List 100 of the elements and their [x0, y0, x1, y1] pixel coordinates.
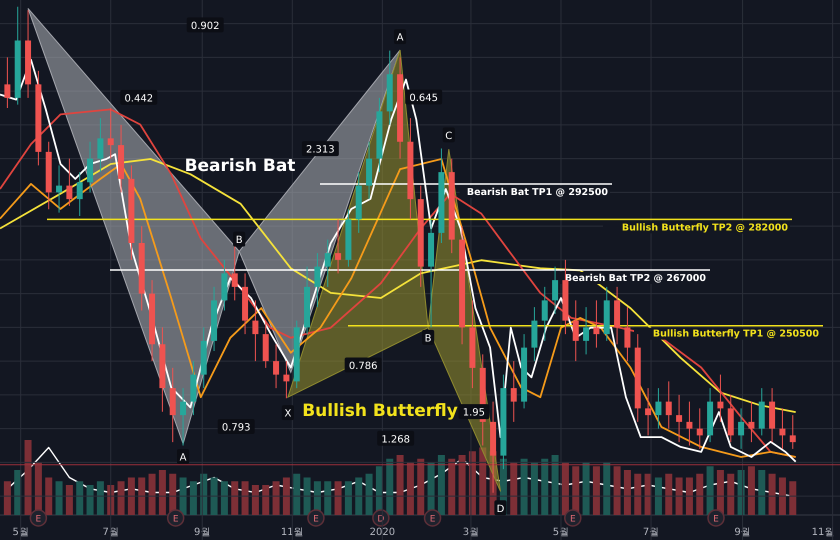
bar	[768, 474, 776, 515]
bar	[210, 478, 218, 515]
bar	[789, 481, 796, 515]
candlestick	[56, 164, 62, 214]
bar	[748, 466, 755, 515]
bar	[242, 481, 249, 515]
bar	[552, 455, 559, 515]
annotation: B	[424, 333, 432, 344]
x-tick-label: 5월	[552, 527, 570, 538]
annotation: 0.793	[222, 422, 251, 434]
ref-line-label: Bullish Butterfly TP2 @ 282000	[622, 222, 788, 234]
candlestick	[510, 360, 517, 422]
annotation: 0.442	[124, 93, 154, 104]
candlestick	[273, 344, 280, 389]
candlestick	[108, 108, 114, 160]
candlestick	[655, 388, 662, 430]
ref-line-label: Bearish Bat TP1 @ 292500	[466, 186, 608, 198]
annotation: A	[180, 452, 187, 464]
annotation: E	[313, 514, 320, 524]
annotation: 0.645	[409, 93, 438, 104]
bar	[592, 466, 600, 515]
candlestick	[779, 408, 786, 450]
candlestick	[552, 266, 558, 314]
annotation: Bullish Butterfly	[302, 401, 458, 421]
bar	[24, 440, 32, 515]
bar	[479, 448, 486, 515]
bar	[355, 478, 362, 515]
bar	[758, 470, 766, 515]
ref-line-label: Bullish Butterfly TP1 @ 250500	[652, 328, 820, 340]
candlestick	[748, 401, 754, 443]
annotation: 1.268	[381, 434, 410, 446]
bar	[220, 481, 228, 515]
bar	[520, 458, 528, 515]
annotation: B	[236, 235, 243, 246]
bar	[778, 478, 786, 515]
candlestick	[645, 388, 652, 436]
candlestick	[738, 408, 744, 450]
bar	[696, 474, 704, 515]
candlestick	[66, 158, 72, 206]
bar	[417, 458, 424, 515]
annotation: E	[172, 514, 179, 524]
bar	[4, 481, 11, 515]
annotation: 1.95	[462, 408, 486, 419]
annotation: E	[430, 514, 436, 524]
candlestick	[283, 360, 290, 399]
bar	[530, 462, 538, 515]
candlestick	[572, 300, 579, 362]
annotation: X	[284, 408, 292, 420]
bar	[86, 485, 94, 515]
candlestick	[252, 300, 258, 362]
bar	[406, 462, 414, 515]
bar	[334, 481, 342, 515]
x-tick-label: 2020	[370, 527, 396, 538]
candlestick	[666, 380, 672, 430]
bar	[448, 458, 456, 515]
bar	[603, 462, 610, 515]
bar	[614, 466, 621, 515]
candlestick	[87, 141, 94, 193]
x-tick-label: 11월	[280, 527, 304, 538]
annotation: E	[36, 514, 42, 524]
bar	[293, 474, 300, 515]
x-tick-label: 7월	[102, 527, 119, 538]
bar	[541, 458, 548, 515]
bar	[66, 485, 73, 515]
annotation: 0.902	[190, 20, 220, 32]
annotation: A	[396, 32, 404, 44]
candlestick	[314, 252, 320, 308]
bar	[231, 481, 238, 515]
bar	[118, 481, 125, 515]
bar	[252, 485, 259, 515]
bar	[582, 462, 590, 515]
bar	[654, 478, 662, 515]
bar	[128, 478, 135, 515]
candlestick	[624, 306, 630, 362]
annotation: 0.786	[348, 361, 378, 372]
annotation: E	[713, 514, 720, 524]
annotation: D	[496, 504, 505, 515]
candlestick	[676, 394, 682, 443]
bar	[96, 481, 104, 515]
bar	[344, 481, 352, 515]
annotation: Bearish Bat	[184, 156, 296, 176]
bar	[510, 462, 518, 515]
annotation: 2.313	[306, 144, 335, 156]
bar	[366, 474, 373, 515]
bar	[272, 481, 280, 515]
candlestick	[696, 408, 703, 450]
bar	[624, 470, 631, 515]
bar	[158, 470, 166, 515]
bar	[56, 481, 63, 515]
candlestick	[4, 56, 10, 108]
bar	[76, 481, 84, 515]
x-tick-label: 3월	[462, 527, 480, 538]
candlestick	[686, 401, 692, 446]
candlestick	[593, 300, 600, 348]
x-tick-label: 9월	[194, 527, 210, 538]
bar	[262, 485, 270, 515]
bar	[148, 474, 156, 515]
candlestick	[717, 374, 724, 422]
candlestick	[335, 218, 342, 274]
candlestick	[76, 172, 83, 216]
